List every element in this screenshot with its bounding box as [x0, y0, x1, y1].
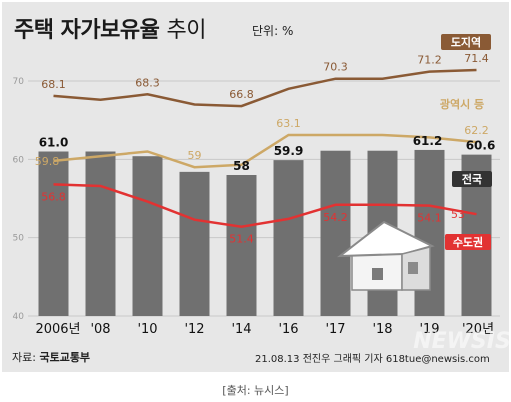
line-value-label: 53 [451, 208, 465, 221]
line-value-label: 56.8 [41, 190, 66, 203]
house-window-icon [372, 268, 383, 280]
bar [320, 150, 351, 316]
line-value-label: 66.8 [229, 88, 254, 101]
legend-tag [441, 34, 491, 50]
line-value-label: 71.2 [417, 54, 442, 67]
legend-label: 수도권 [453, 236, 483, 249]
legend-label: 광역시 등 [440, 97, 484, 111]
x-tick-label: '12 [184, 322, 204, 337]
x-tick-label: '08 [90, 322, 110, 337]
bar [226, 175, 257, 316]
source-label: 자료: [12, 351, 36, 364]
bar [85, 151, 116, 316]
house-roof-icon [336, 220, 435, 258]
line-series [53, 68, 477, 108]
legend-tag [452, 171, 492, 187]
line-value-label: 54.2 [323, 211, 348, 224]
line-value-label: 62.2 [464, 124, 489, 137]
bar [132, 156, 163, 316]
unit-label: 단위: % [252, 24, 294, 38]
y-tick-label: 50 [13, 234, 25, 244]
x-tick-label: 2006년 [35, 322, 80, 337]
attribution: [출처: 뉴시스] [222, 384, 289, 397]
x-tick-label: '14 [231, 322, 251, 337]
chart-title-sub: 추이 [166, 18, 207, 43]
line-series [53, 183, 477, 228]
legend-label: 도지역 [451, 35, 481, 49]
line-value-label: 68.1 [41, 78, 66, 91]
line-value-label: 63.1 [276, 117, 301, 130]
x-tick-label: '10 [137, 322, 157, 337]
line-value-label: 59.8 [35, 155, 60, 168]
house-window-icon [408, 262, 418, 274]
bar [273, 160, 304, 316]
y-tick-label: 70 [13, 77, 25, 87]
watermark: NEWSIS [413, 329, 511, 354]
line-value-label: 68.3 [135, 76, 160, 89]
y-tick-label: 60 [13, 155, 25, 165]
line-value-label: 70.3 [323, 61, 348, 74]
legend-label: 전국 [462, 172, 482, 186]
bar-value-label: 58 [233, 159, 250, 173]
bar [38, 151, 69, 316]
chart-title-main: 주택 자가보유율 [14, 18, 160, 43]
credit-note: 21.08.13 전진우 그래픽 기자 618tue@newsis.com [255, 354, 490, 365]
x-tick-label: '19 [419, 322, 439, 337]
x-tick-label: '18 [372, 322, 392, 337]
bar [414, 149, 445, 316]
y-tick-label: 40 [13, 312, 25, 322]
legend-tag [445, 234, 491, 250]
x-tick-label: '17 [325, 322, 345, 337]
chart-title: 주택 자가보유율 추이 [14, 12, 207, 44]
bar [179, 171, 210, 316]
line-value-label: 51.4 [229, 233, 254, 246]
bar-value-label: 60.6 [466, 139, 496, 153]
x-tick-label: '16 [278, 322, 298, 337]
bar-value-label: 61.2 [413, 134, 443, 148]
line-value-label: 54.1 [417, 212, 442, 225]
line-value-label: 71.4 [464, 52, 489, 65]
source-note: 자료: 국토교통부 [12, 349, 90, 365]
bar-value-label: 61.0 [39, 136, 69, 150]
x-tick-label: '20년 [462, 322, 494, 337]
line-series [53, 133, 477, 169]
chart-svg: 40 50 60 70 61.0 58 59.9 61.2 60.6 68.1 68.3 66.8 70… [12, 34, 511, 354]
bar-value-label: 59.9 [274, 144, 304, 158]
line-value-label: 59 [188, 149, 202, 162]
source-name: 국토교통부 [39, 351, 91, 364]
